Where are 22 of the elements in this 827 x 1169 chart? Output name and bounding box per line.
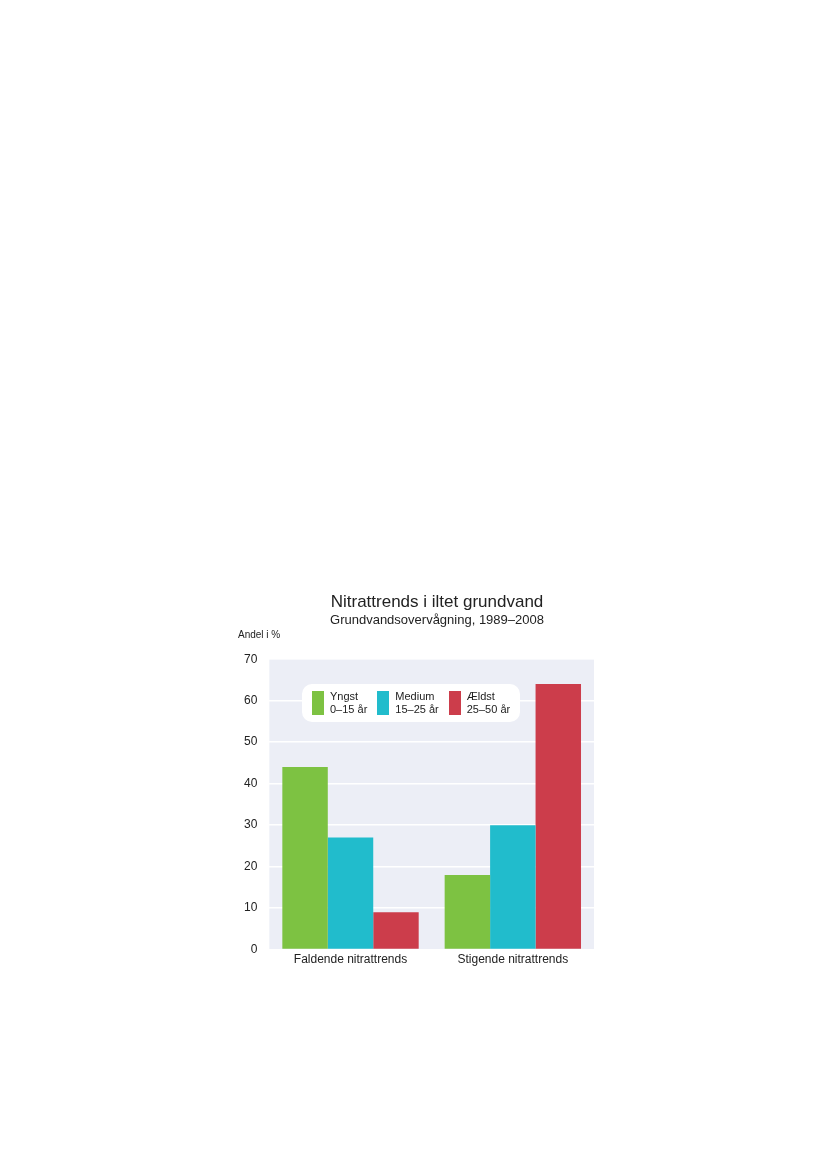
y-tick-label: 40	[243, 775, 258, 790]
chart-title: Nitrattrends i iltet grundvand	[329, 592, 545, 612]
bar	[327, 837, 374, 949]
bar	[490, 825, 536, 949]
bar	[535, 684, 582, 949]
y-tick-label: 20	[243, 858, 258, 873]
y-tick-label: 10	[243, 900, 258, 915]
y-tick-label: 0	[250, 941, 258, 956]
x-tick-label: Faldende nitrattrends	[293, 952, 408, 967]
x-tick-label: Stigende nitrattrends	[457, 952, 569, 967]
bar	[444, 874, 491, 949]
legend-label: Ældst 25–50 år	[466, 690, 511, 716]
y-axis-title: Andel i %	[238, 629, 282, 640]
y-tick-label: 70	[243, 651, 258, 666]
y-tick-label: 30	[243, 817, 258, 832]
y-tick-label: 50	[243, 734, 258, 749]
legend-label: Yngst 0–15 år	[330, 690, 368, 716]
legend-label: Medium 15–25 år	[395, 690, 439, 716]
y-tick-label: 60	[243, 693, 258, 707]
bar	[282, 767, 328, 949]
bar	[373, 912, 419, 949]
chart-subtitle: Grundvandsovervågning, 1989–2008	[329, 612, 545, 627]
